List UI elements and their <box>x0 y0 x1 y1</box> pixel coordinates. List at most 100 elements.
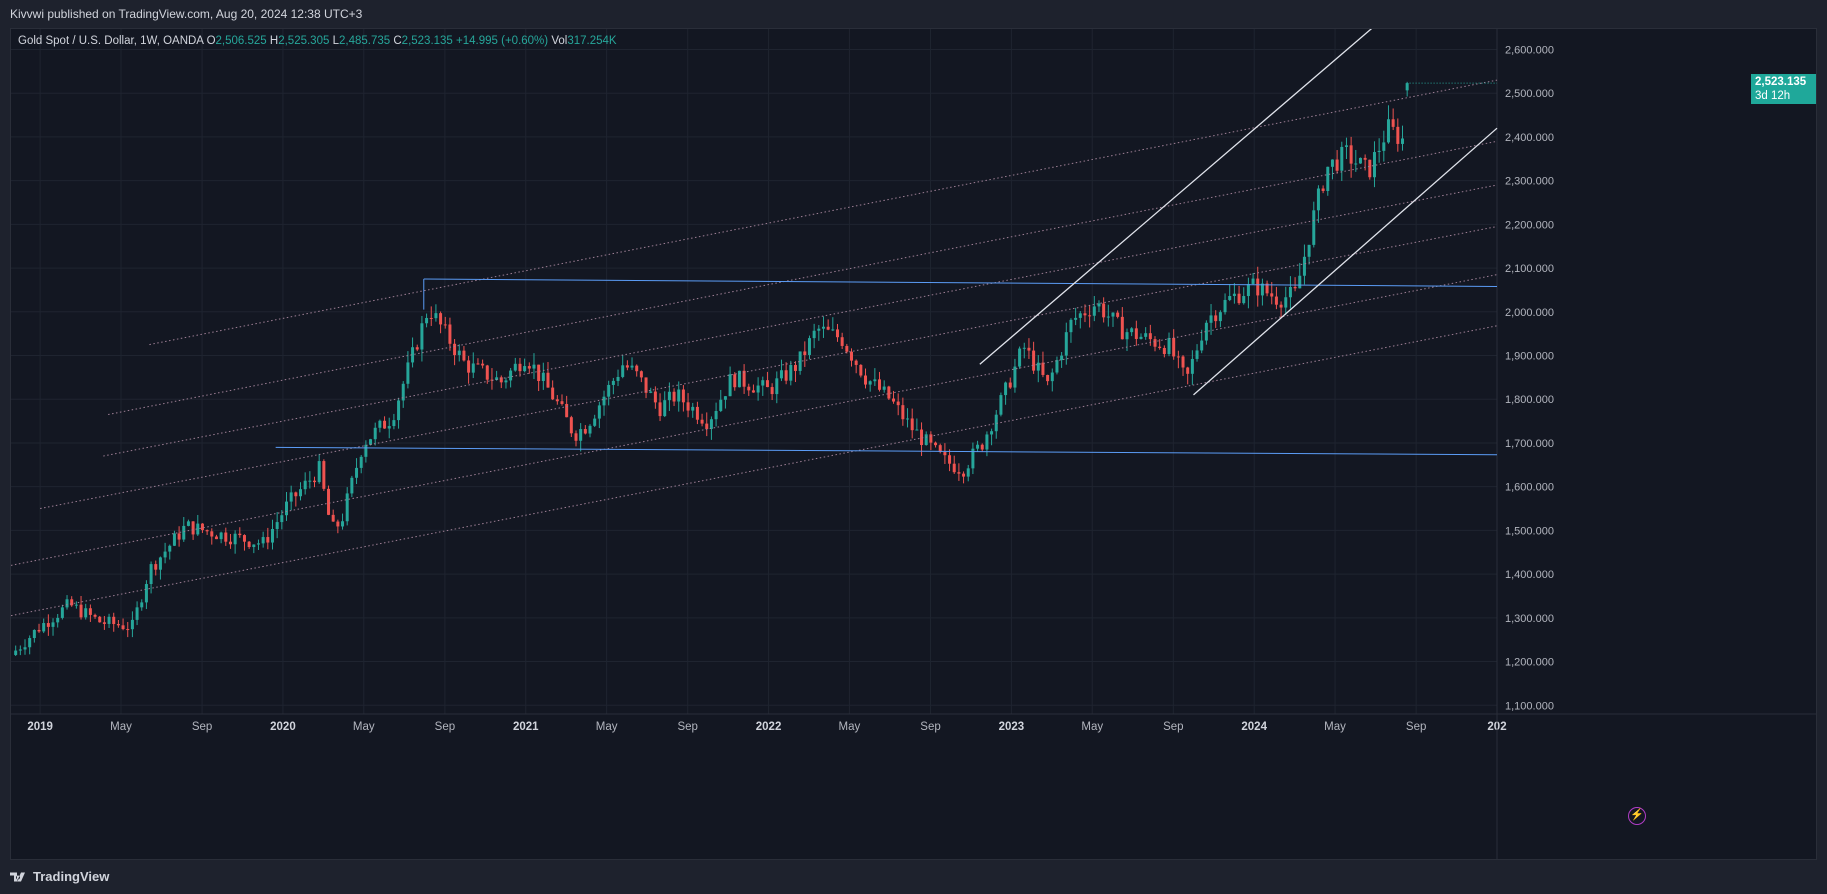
candle-body <box>205 530 209 532</box>
candle-body <box>719 399 723 411</box>
candle-body <box>859 364 863 376</box>
candle-body <box>210 531 214 537</box>
candle-body <box>387 426 391 429</box>
symbol-description[interactable]: Gold Spot / U.S. Dollar, 1W, OANDA <box>18 35 204 47</box>
candle-body <box>537 364 541 382</box>
fib-line-6 <box>11 325 1498 617</box>
candle-body <box>1153 339 1157 347</box>
candle-body <box>602 396 606 406</box>
lightning-icon[interactable]: ⚡ <box>1628 807 1646 825</box>
chart-canvas[interactable]: 2,600.000 2,500.000 2,400.000 2,300.000 2,20… <box>11 29 1817 860</box>
candle-body <box>317 461 321 483</box>
candle-body <box>574 433 578 441</box>
x-tick-label: May <box>839 721 861 733</box>
candle-body <box>803 351 807 355</box>
candle-body <box>429 317 433 319</box>
candle-body <box>1223 299 1227 313</box>
candle-body <box>74 604 78 606</box>
high-value: 2,525.305 <box>278 35 330 47</box>
candle-body <box>200 523 204 531</box>
candle-body <box>1326 166 1330 191</box>
candle-body <box>102 622 106 624</box>
candle-body <box>1293 286 1297 289</box>
candle-body <box>485 365 489 380</box>
candle-body <box>1060 355 1064 361</box>
candle-body <box>158 557 162 570</box>
candle-body <box>1200 340 1204 351</box>
candle-body <box>1302 256 1306 276</box>
candle-body <box>313 480 317 483</box>
x-tick-label: 2023 <box>999 721 1025 733</box>
channel-upper <box>979 29 1373 365</box>
candle-body <box>126 629 130 631</box>
candle-body <box>798 351 802 371</box>
candle-body <box>583 429 587 434</box>
y-tick-label: 2,400.000 <box>1505 132 1554 144</box>
candle-body <box>1148 333 1152 340</box>
candle-body <box>1274 296 1278 305</box>
candle-body <box>817 328 821 331</box>
candle-body <box>789 364 793 381</box>
candle-body <box>1260 283 1264 296</box>
candle-body <box>214 536 218 540</box>
candle-body <box>938 445 942 453</box>
candle-body <box>551 387 555 400</box>
candle-body <box>1092 306 1096 316</box>
candle-body <box>168 545 172 552</box>
chart-pane[interactable]: 2,600.000 2,500.000 2,400.000 2,300.000 2,20… <box>10 28 1817 860</box>
candle-body <box>1036 362 1040 371</box>
candle-body <box>1176 356 1180 358</box>
candle-body <box>873 379 877 382</box>
candle-body <box>1167 337 1171 355</box>
tradingview-logo[interactable]: TradingView <box>10 869 109 884</box>
candle-body <box>1246 283 1250 297</box>
candle-body <box>1027 347 1031 351</box>
candle-body <box>196 523 200 535</box>
candle-body <box>1078 313 1082 318</box>
candle-body <box>1218 312 1222 322</box>
candle-body <box>37 629 41 632</box>
candle-body <box>471 363 475 373</box>
candle-body <box>392 420 396 427</box>
candle-body <box>308 480 312 482</box>
candle-body <box>513 363 517 371</box>
candle-body <box>1083 313 1087 316</box>
x-tick-label: May <box>353 721 375 733</box>
last-price-label: 2,523.135 3d 12h <box>1751 74 1816 105</box>
candle-body <box>1368 159 1372 178</box>
open-label: O <box>206 35 216 47</box>
x-tick-label: May <box>1324 721 1346 733</box>
candle-body <box>1284 297 1288 308</box>
candle-body <box>84 608 88 618</box>
channel-lower <box>1193 127 1498 396</box>
candle-body <box>1321 188 1325 191</box>
candle-body <box>1312 210 1316 245</box>
fib-line-3 <box>103 184 1498 457</box>
candle-body <box>495 377 499 381</box>
candle-body <box>481 363 485 366</box>
candle-body <box>1209 315 1213 323</box>
candle-body <box>299 489 303 497</box>
candle-body <box>966 468 970 477</box>
candle-body <box>882 386 886 390</box>
candle-body <box>467 360 471 373</box>
candle-body <box>607 384 611 397</box>
candle-body <box>1372 152 1376 178</box>
candle-body <box>868 381 872 385</box>
candle-body <box>247 541 251 548</box>
candle-body <box>518 363 522 372</box>
candle-body <box>172 533 176 546</box>
candle-body <box>135 607 139 620</box>
y-tick-label: 2,200.000 <box>1505 219 1554 231</box>
candle-body <box>289 492 293 502</box>
candle-body <box>233 533 237 545</box>
candle-body <box>849 351 853 361</box>
y-tick-label: 1,300.000 <box>1505 613 1554 625</box>
fib-line-1 <box>149 79 1498 346</box>
candle-body <box>854 360 858 365</box>
candle-body <box>1214 315 1218 322</box>
x-tick-label: May <box>110 721 132 733</box>
x-tick-label: May <box>596 721 618 733</box>
candle-body <box>929 434 933 443</box>
candle-body <box>144 584 148 603</box>
